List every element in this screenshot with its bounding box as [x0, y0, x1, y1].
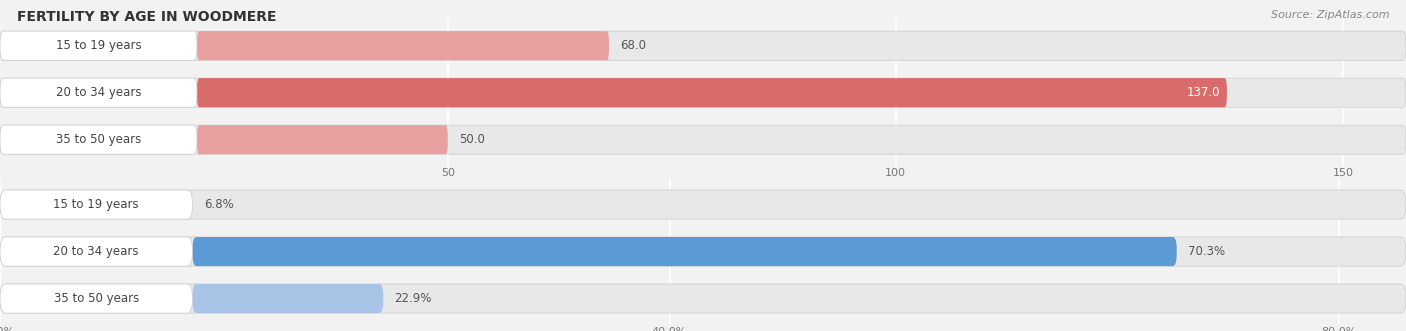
FancyBboxPatch shape — [193, 237, 1177, 266]
FancyBboxPatch shape — [0, 284, 193, 313]
Text: 35 to 50 years: 35 to 50 years — [56, 133, 141, 146]
FancyBboxPatch shape — [0, 237, 193, 266]
Text: FERTILITY BY AGE IN WOODMERE: FERTILITY BY AGE IN WOODMERE — [17, 10, 277, 24]
FancyBboxPatch shape — [197, 31, 609, 60]
FancyBboxPatch shape — [0, 78, 197, 107]
Text: 68.0: 68.0 — [620, 39, 647, 52]
Text: 35 to 50 years: 35 to 50 years — [53, 292, 139, 305]
FancyBboxPatch shape — [197, 125, 447, 154]
Text: 70.3%: 70.3% — [1188, 245, 1225, 258]
FancyBboxPatch shape — [193, 284, 384, 313]
FancyBboxPatch shape — [0, 31, 1406, 60]
FancyBboxPatch shape — [0, 190, 193, 219]
FancyBboxPatch shape — [0, 31, 197, 60]
FancyBboxPatch shape — [0, 284, 1406, 313]
FancyBboxPatch shape — [0, 125, 1406, 154]
FancyBboxPatch shape — [0, 237, 1406, 266]
Text: 20 to 34 years: 20 to 34 years — [53, 245, 139, 258]
Text: Source: ZipAtlas.com: Source: ZipAtlas.com — [1271, 10, 1389, 20]
Text: 137.0: 137.0 — [1187, 86, 1220, 99]
Text: 6.8%: 6.8% — [204, 198, 233, 211]
Text: 15 to 19 years: 15 to 19 years — [53, 198, 139, 211]
Text: 50.0: 50.0 — [458, 133, 485, 146]
FancyBboxPatch shape — [197, 78, 1227, 107]
Text: 22.9%: 22.9% — [395, 292, 432, 305]
Text: 20 to 34 years: 20 to 34 years — [56, 86, 141, 99]
FancyBboxPatch shape — [0, 190, 1406, 219]
Text: 15 to 19 years: 15 to 19 years — [56, 39, 142, 52]
FancyBboxPatch shape — [0, 78, 1406, 107]
FancyBboxPatch shape — [0, 125, 197, 154]
